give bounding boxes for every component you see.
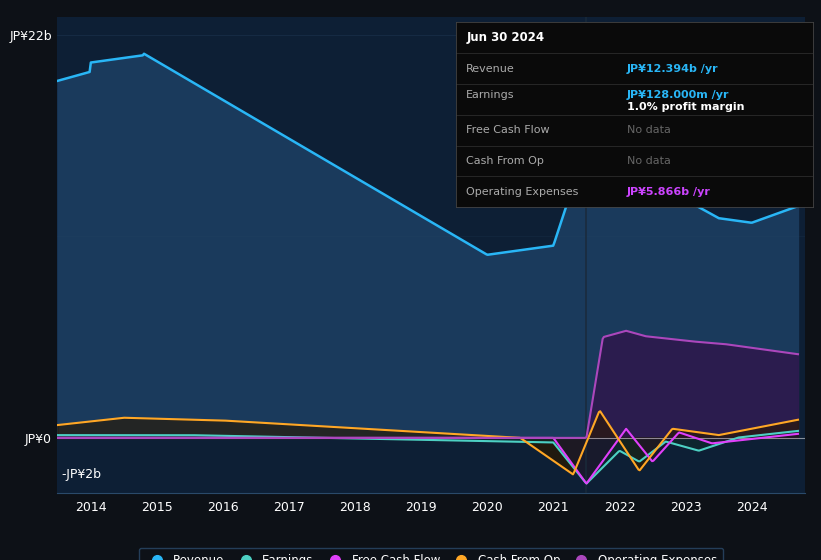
Text: Revenue: Revenue [466, 64, 515, 73]
Text: No data: No data [627, 125, 671, 135]
Text: Jun 30 2024: Jun 30 2024 [466, 31, 544, 44]
Text: Free Cash Flow: Free Cash Flow [466, 125, 550, 135]
Text: Cash From Op: Cash From Op [466, 156, 544, 166]
Text: Operating Expenses: Operating Expenses [466, 187, 579, 197]
Text: JP¥12.394b /yr: JP¥12.394b /yr [627, 64, 718, 73]
Text: 1.0% profit margin: 1.0% profit margin [627, 102, 745, 112]
Text: -JP¥2b: -JP¥2b [62, 468, 101, 481]
Text: Earnings: Earnings [466, 90, 515, 100]
Text: JP¥128.000m /yr: JP¥128.000m /yr [627, 90, 730, 100]
Legend: Revenue, Earnings, Free Cash Flow, Cash From Op, Operating Expenses: Revenue, Earnings, Free Cash Flow, Cash … [139, 548, 723, 560]
Text: No data: No data [627, 156, 671, 166]
Text: JP¥5.866b /yr: JP¥5.866b /yr [627, 187, 711, 197]
